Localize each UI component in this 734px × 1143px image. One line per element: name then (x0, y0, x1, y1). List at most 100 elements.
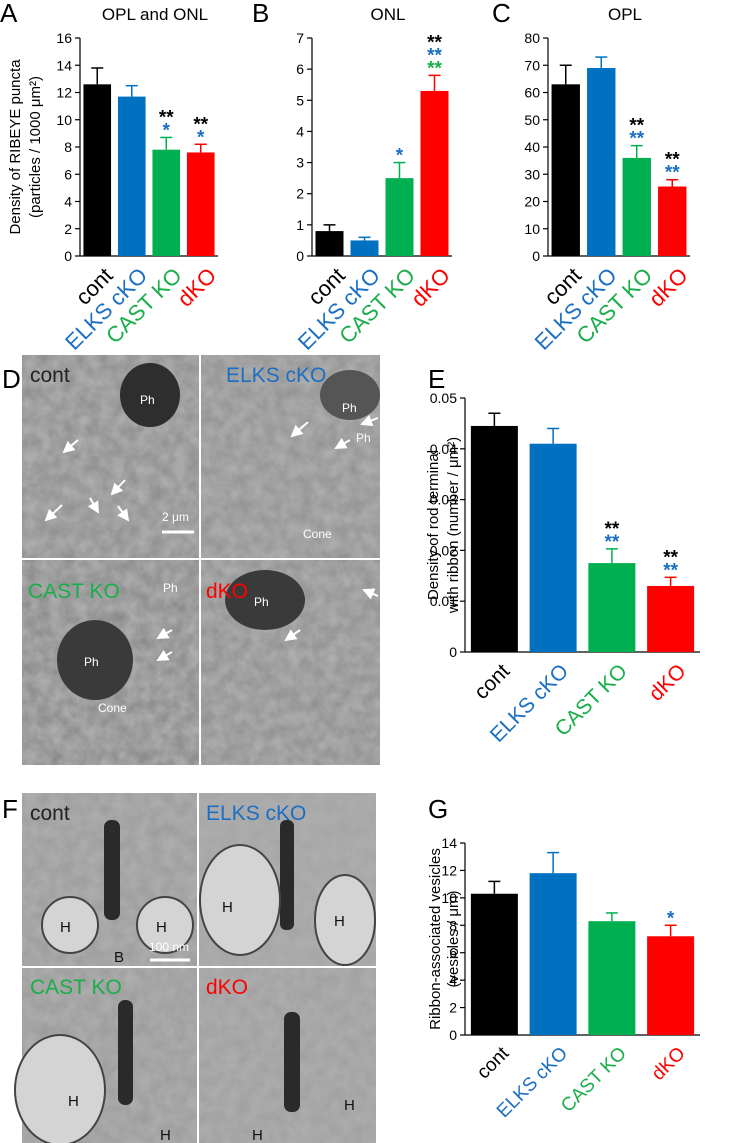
bar (385, 178, 414, 256)
y-tick-label: 2 (64, 221, 72, 237)
chart-title: ONL (371, 5, 406, 24)
micrograph-panel-f: F cont ELKS cKO CAST KO dKO H H B H H H … (2, 793, 376, 1143)
significance-mark: ** (629, 116, 644, 137)
y-tick-label: 0 (296, 248, 304, 264)
arrows (44, 414, 379, 661)
note: Ph (356, 431, 371, 445)
panel-letter: G (428, 794, 448, 824)
micrograph-label: dKO (206, 580, 248, 603)
significance-mark: ** (663, 547, 678, 568)
y-tick-label: 0 (449, 644, 457, 660)
y-tick-label: 20 (524, 194, 540, 210)
x-tick-label: cont (473, 1043, 514, 1084)
scale-bar-label: 2 μm (162, 510, 189, 524)
photoreceptor (320, 370, 380, 420)
bar (658, 186, 687, 256)
significance-mark: * (197, 127, 205, 148)
note: Ph (140, 393, 155, 407)
chart-title: OPL and ONL (102, 5, 208, 24)
significance-mark: ** (665, 163, 680, 184)
bar (152, 149, 181, 256)
significance-mark: ** (663, 560, 678, 581)
bar (529, 873, 577, 1035)
y-tick-label: 6 (64, 166, 72, 182)
y-axis-label: with ribbon (number / μm²) (445, 437, 462, 614)
y-tick-label: 60 (524, 85, 540, 101)
note: H (60, 919, 71, 936)
y-tick-label: 7 (296, 30, 304, 46)
significance-mark: ** (604, 532, 619, 553)
y-tick-label: 70 (524, 57, 540, 73)
y-tick-label: 4 (296, 123, 304, 139)
y-tick-label: 0.01 (430, 593, 457, 609)
y-tick-label: 80 (524, 30, 540, 46)
y-tick-label: 50 (524, 112, 540, 128)
panel-letter: B (252, 0, 269, 28)
panel-letter: A (0, 0, 18, 28)
x-tick-label: dKO (648, 1043, 690, 1085)
bar (588, 563, 636, 652)
bar (117, 96, 146, 257)
y-tick-label: 30 (524, 166, 540, 182)
micrograph-label: cont (30, 364, 70, 387)
note: Ph (163, 581, 178, 595)
horizontal-cell-processes (14, 844, 376, 1143)
photoreceptor (225, 570, 305, 630)
bar (315, 231, 344, 256)
note: Cone (303, 527, 332, 541)
note: H (222, 899, 233, 916)
significance-mark: * (163, 120, 171, 141)
y-tick-label: 6 (449, 945, 457, 961)
bar (622, 157, 651, 256)
y-axis-label: Ribbon-associated vesicles (427, 848, 444, 1030)
note: Ph (84, 655, 99, 669)
y-tick-label: 14 (441, 835, 457, 851)
y-tick-label: 0 (64, 248, 72, 264)
bar (551, 84, 580, 256)
photoreceptor (120, 363, 180, 427)
bar (470, 425, 518, 652)
y-axis-label: Density of RIBEYE puncta (7, 59, 24, 235)
y-tick-label: 40 (524, 139, 540, 155)
y-tick-label: 1 (296, 217, 304, 233)
y-axis-label: Density of rod terminal (425, 450, 442, 600)
y-tick-label: 0 (532, 248, 540, 264)
y-tick-label: 8 (449, 917, 457, 933)
significance-mark: ** (193, 114, 208, 135)
bar (587, 67, 616, 256)
significance-mark: * (667, 908, 675, 929)
y-tick-label: 14 (56, 57, 72, 73)
micrograph-label: CAST KO (28, 580, 120, 603)
y-axis-label: (particles / 1000 μm²) (27, 76, 44, 218)
y-tick-label: 10 (441, 890, 457, 906)
significance-mark: ** (159, 107, 174, 128)
chart-title: OPL (608, 5, 642, 24)
note: Ph (254, 595, 269, 609)
bar (647, 585, 695, 652)
y-tick-label: 5 (296, 92, 304, 108)
note: H (344, 1097, 355, 1114)
note: B (114, 949, 124, 966)
note: H (156, 919, 167, 936)
note: Cone (98, 701, 127, 715)
bar (83, 84, 112, 256)
y-tick-label: 0.05 (430, 390, 457, 406)
micrograph-panel-d: D cont ELKS cKO CAST KO dKO Ph Ph Ph Con… (2, 355, 380, 765)
y-tick-label: 12 (56, 85, 72, 101)
x-tick-label: CAST KO (557, 1043, 631, 1117)
x-tick-label: dKO (406, 263, 455, 312)
bar (350, 240, 379, 256)
bar (647, 936, 695, 1035)
note: H (68, 1093, 79, 1110)
x-tick-label: dKO (645, 660, 691, 706)
significance-mark: ** (427, 32, 442, 53)
y-tick-label: 2 (296, 186, 304, 202)
ribbons (104, 820, 300, 1112)
micrograph-label: dKO (206, 976, 248, 999)
y-tick-label: 3 (296, 155, 304, 171)
x-tick-label: cont (470, 660, 514, 704)
significance-mark: ** (665, 150, 680, 171)
y-tick-label: 6 (296, 61, 304, 77)
y-tick-label: 8 (64, 139, 72, 155)
